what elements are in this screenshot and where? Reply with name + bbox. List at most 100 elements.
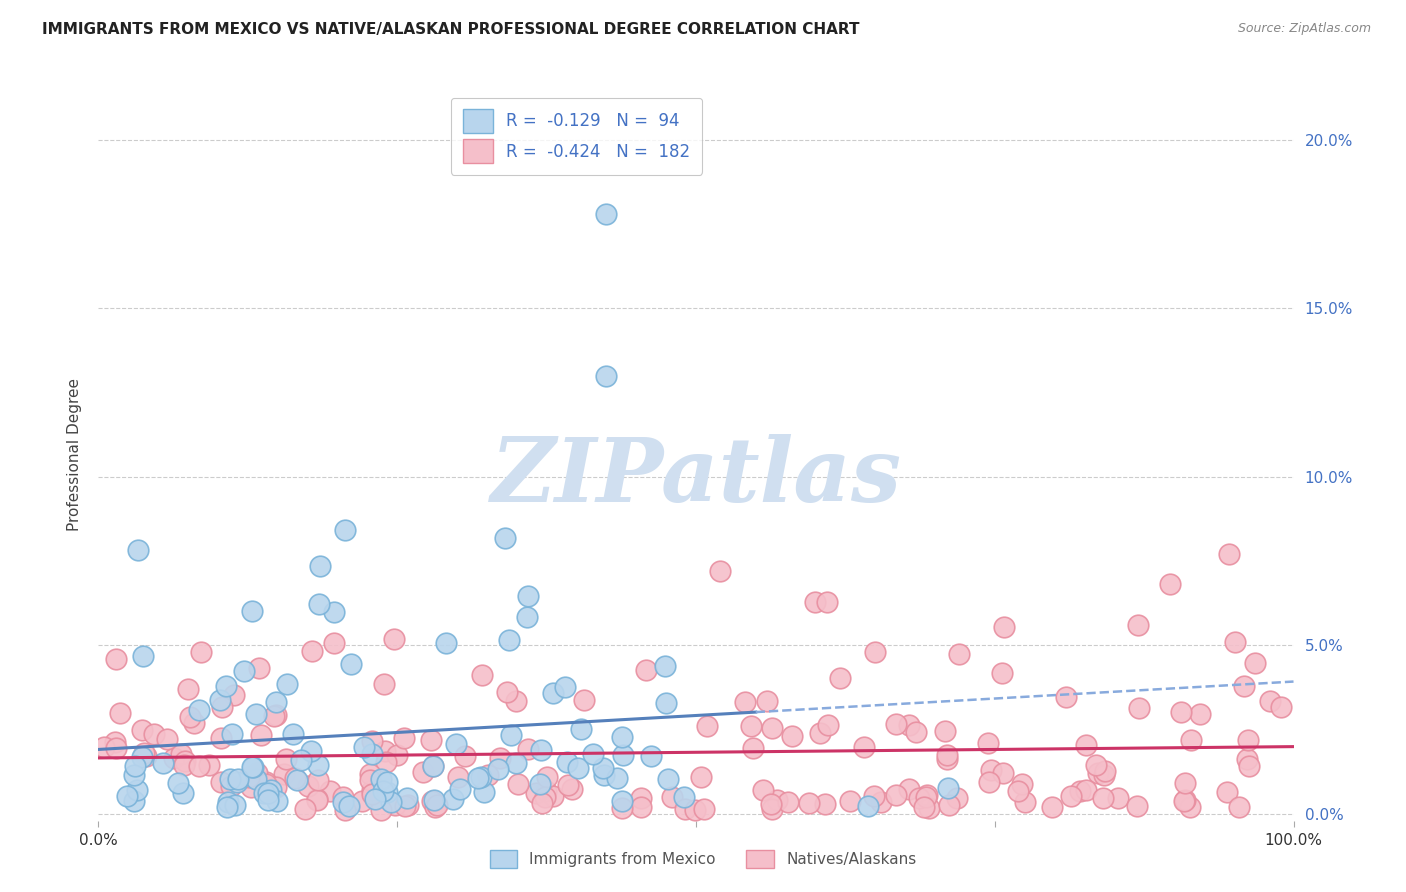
Point <box>761 721 783 735</box>
Y-axis label: Professional Degree: Professional Degree <box>66 378 82 532</box>
Point <box>1170 706 1192 720</box>
Point <box>654 658 676 673</box>
Point <box>541 685 564 699</box>
Point <box>606 771 628 785</box>
Point <box>557 778 579 792</box>
Point <box>742 741 765 756</box>
Point <box>179 710 201 724</box>
Point <box>946 790 969 805</box>
Point <box>673 802 696 816</box>
Point <box>1085 758 1108 772</box>
Point <box>756 694 779 708</box>
Point <box>307 772 329 787</box>
Point <box>108 706 131 720</box>
Point <box>142 727 165 741</box>
Point <box>494 531 516 545</box>
Point <box>1244 656 1267 670</box>
Text: ZIPatlas: ZIPatlas <box>491 434 901 520</box>
Point <box>253 786 276 800</box>
Point <box>1054 690 1077 704</box>
Point <box>209 774 232 789</box>
Point <box>444 737 467 751</box>
Point <box>360 747 382 761</box>
Point <box>222 689 245 703</box>
Point <box>1216 784 1239 798</box>
Point <box>257 786 280 800</box>
Point <box>374 755 396 769</box>
Point <box>804 594 827 608</box>
Point <box>1128 618 1150 632</box>
Point <box>517 589 540 603</box>
Point <box>1174 792 1197 806</box>
Point <box>217 795 239 809</box>
Point <box>734 695 756 709</box>
Point <box>281 727 304 741</box>
Point <box>897 718 920 732</box>
Point <box>323 605 346 619</box>
Point <box>395 791 418 805</box>
Point <box>135 749 157 764</box>
Point <box>422 792 444 806</box>
Point <box>467 771 489 785</box>
Point <box>505 756 527 770</box>
Point <box>250 728 273 742</box>
Point <box>612 748 634 763</box>
Point <box>449 782 471 797</box>
Point <box>412 765 434 780</box>
Point <box>170 747 193 761</box>
Point <box>496 685 519 699</box>
Point <box>915 788 938 802</box>
Point <box>264 707 287 722</box>
Point <box>1237 758 1260 772</box>
Point <box>172 786 194 800</box>
Point <box>1180 799 1202 814</box>
Point <box>276 677 298 691</box>
Point <box>814 797 837 811</box>
Point <box>935 747 957 762</box>
Point <box>297 780 319 794</box>
Point <box>838 794 860 808</box>
Point <box>529 777 551 791</box>
Point <box>610 730 633 744</box>
Point <box>572 693 595 707</box>
Point <box>360 787 382 801</box>
Point <box>1107 791 1129 805</box>
Point <box>198 757 221 772</box>
Point <box>308 598 330 612</box>
Point <box>299 744 322 758</box>
Point <box>308 559 330 574</box>
Point <box>1128 701 1150 715</box>
Point <box>1233 679 1256 693</box>
Point <box>661 790 683 805</box>
Point <box>630 791 652 805</box>
Point <box>752 782 775 797</box>
Point <box>561 782 583 797</box>
Point <box>993 765 1015 780</box>
Point <box>531 796 554 810</box>
Point <box>1258 694 1281 708</box>
Point <box>337 799 360 814</box>
Point <box>884 717 907 731</box>
Point <box>209 693 232 707</box>
Point <box>209 731 232 745</box>
Point <box>612 794 634 808</box>
Point <box>242 759 264 773</box>
Point <box>105 740 128 755</box>
Point <box>211 700 233 714</box>
Point <box>1174 776 1197 790</box>
Point <box>219 779 242 793</box>
Point <box>1125 799 1147 814</box>
Point <box>254 775 277 789</box>
Point <box>905 724 928 739</box>
Point <box>470 770 492 784</box>
Point <box>536 770 558 784</box>
Point <box>499 728 522 742</box>
Point <box>104 735 127 749</box>
Point <box>359 772 381 787</box>
Point <box>246 766 269 780</box>
Legend: Immigrants from Mexico, Natives/Alaskans: Immigrants from Mexico, Natives/Alaskans <box>482 843 924 875</box>
Point <box>382 632 405 646</box>
Point <box>305 792 328 806</box>
Point <box>817 717 839 731</box>
Point <box>245 772 267 786</box>
